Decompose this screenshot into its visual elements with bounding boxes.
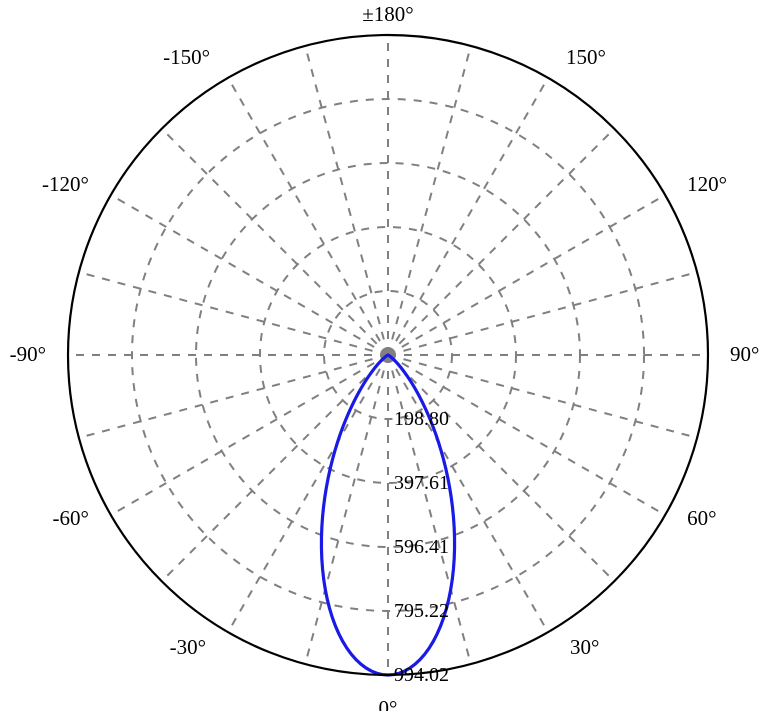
angle-label: 120°	[687, 172, 727, 196]
polar-chart-container: 198.80 397.61 596.41 795.22 994.02 0° 30° 60° 90…	[0, 0, 776, 711]
angle-label: 60°	[687, 506, 716, 530]
angle-label: -90°	[10, 342, 46, 366]
angle-label: -30°	[170, 635, 206, 659]
angle-label: 150°	[566, 45, 606, 69]
angle-label: -120°	[42, 172, 89, 196]
angle-label: -150°	[163, 45, 210, 69]
angle-label: -60°	[52, 506, 88, 530]
ring-label: 198.80	[394, 408, 449, 430]
ring-label: 596.41	[394, 536, 449, 558]
angle-label: ±180°	[362, 2, 413, 26]
angle-label: 30°	[570, 635, 599, 659]
ring-label: 994.02	[394, 664, 449, 686]
ring-label: 795.22	[394, 600, 449, 622]
polar-chart: 198.80 397.61 596.41 795.22 994.02 0° 30° 60° 90…	[0, 0, 776, 711]
angle-label: 0°	[379, 696, 398, 711]
ring-label: 397.61	[394, 472, 449, 494]
angle-label: 90°	[730, 342, 759, 366]
